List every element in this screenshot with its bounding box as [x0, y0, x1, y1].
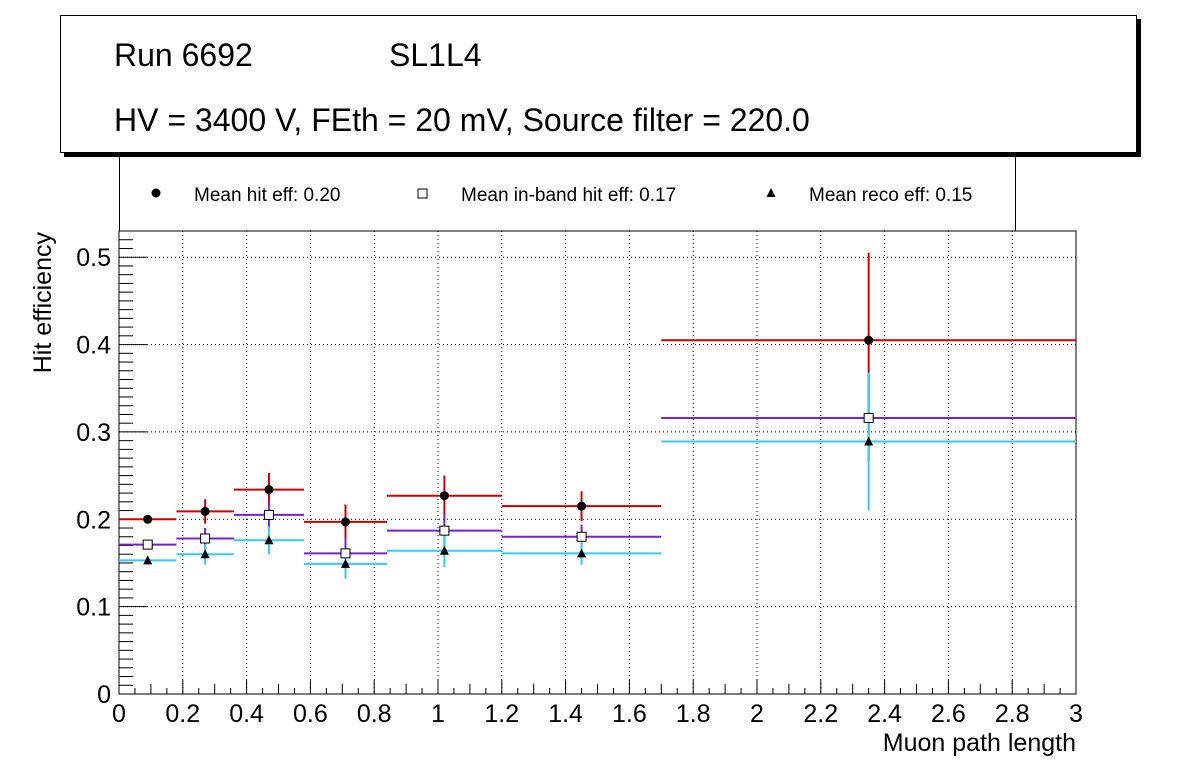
y-tick-label: 0.4 [76, 332, 111, 360]
x-tick-label: 1.6 [612, 700, 647, 728]
x-axis-title: Muon path length [883, 729, 1076, 757]
legend-hit-label: Mean hit eff: 0.20 [194, 185, 340, 206]
hit-point-marker [143, 514, 153, 524]
reco-point-marker [439, 545, 449, 555]
hit-point-marker [200, 506, 210, 516]
y-tick-label: 0.5 [76, 244, 111, 272]
y-tick-label: 0.1 [76, 594, 111, 622]
inband-point-marker [863, 412, 874, 423]
inband-point-marker [142, 539, 153, 550]
grid [119, 231, 1076, 694]
title-box: Run 6692 SL1L4 HV = 3400 V, FEth = 20 mV… [60, 15, 1137, 153]
hit-point-marker [577, 501, 587, 511]
y-tick-label: 0.3 [76, 419, 111, 447]
reco-point-marker [143, 555, 153, 565]
legend-inband-label: Mean in-band hit eff: 0.17 [461, 185, 676, 206]
hit-point-marker [864, 335, 874, 345]
inband-point-marker [200, 533, 211, 544]
x-tick-label: 0.2 [165, 700, 200, 728]
reco-point-marker [340, 558, 350, 568]
x-tick-label: 2.6 [931, 700, 966, 728]
legend-box [119, 157, 1016, 231]
reco-point-marker [200, 549, 210, 559]
x-tick-label: 0.8 [357, 700, 392, 728]
x-tick-label: 1 [431, 700, 445, 728]
run-label: Run 6692 [114, 37, 253, 73]
marks [119, 252, 1076, 579]
x-tick-label: 2.2 [803, 700, 838, 728]
legend-reco-label: Mean reco eff: 0.15 [809, 185, 972, 206]
inband-point-marker [263, 509, 274, 520]
legend-marks [151, 188, 776, 199]
x-tick-label: 3 [1069, 700, 1083, 728]
reco-point-marker [264, 535, 274, 545]
hit-point-marker [340, 517, 350, 527]
y-tick-label: 0.2 [76, 506, 111, 534]
plot-frame [118, 230, 1077, 695]
legend-hit-marker [151, 188, 161, 198]
x-tick-label: 1.8 [676, 700, 711, 728]
x-tick-label: 1.2 [484, 700, 519, 728]
layer-label: SL1L4 [389, 37, 482, 73]
inband-point-marker [340, 548, 351, 559]
y-axis-title: Hit efficiency [29, 232, 57, 374]
reco-point-marker [577, 548, 587, 558]
x-tick-label: 2.4 [867, 700, 902, 728]
legend-inband-marker [417, 188, 428, 199]
reco-point-marker [864, 436, 874, 446]
inband-point-marker [576, 531, 587, 542]
y-tick-label: 0 [97, 681, 111, 709]
x-tick-label: 0.4 [229, 700, 264, 728]
x-tick-label: 2 [750, 700, 764, 728]
x-tick-label: 0.6 [293, 700, 328, 728]
hit-point-marker [264, 485, 274, 495]
conditions-label: HV = 3400 V, FEth = 20 mV, Source filter… [114, 102, 810, 138]
axes: 0 0.2 0.4 0.6 0.8 1 1.2 1.4 1.6 1.8 2 2.2 2.4 2.6 2.8 3… [76, 230, 1083, 728]
hit-point-marker [439, 491, 449, 501]
x-tick-label: 1.4 [548, 700, 583, 728]
x-tick-label: 2.8 [995, 700, 1030, 728]
x-tick-label: 0 [112, 700, 126, 728]
legend-reco-marker [766, 188, 776, 197]
inband-point-marker [439, 525, 450, 536]
